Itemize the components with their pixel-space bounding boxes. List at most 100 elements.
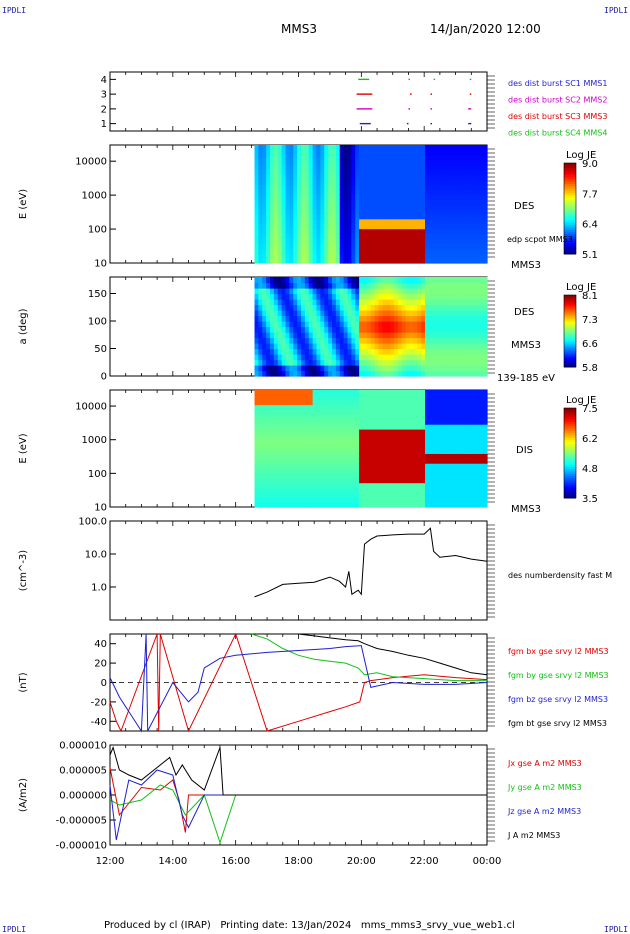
y-tick-label: 40 xyxy=(94,639,107,650)
spectrogram-cells-des-pitch-angle xyxy=(254,277,488,377)
colorbar-title: Log JE xyxy=(566,395,596,406)
colorbar-tick-label: 5.8 xyxy=(582,363,598,374)
y-tick-label: 10000 xyxy=(75,402,107,413)
series-label: fgm bz gse srvy l2 MMS3 xyxy=(508,695,608,704)
y-tick-label: 100 xyxy=(88,469,107,480)
panel-label-scpot: edp scpot MMS3 xyxy=(507,235,573,244)
colorbar-frame xyxy=(563,407,577,499)
y-tick-label: 10000 xyxy=(75,157,107,168)
series-label: Jx gse A m2 MMS3 xyxy=(507,759,582,768)
corner-mark-bottom-right: IPDLI xyxy=(604,925,629,934)
y-axis-label: E (eV) xyxy=(18,433,29,463)
series-label: des numberdensity fast M xyxy=(508,571,612,580)
spectrogram-cells-dis-energy-spectrogram xyxy=(254,390,488,508)
x-tick-label: 18:00 xyxy=(284,856,313,867)
y-tick-label: -40 xyxy=(91,717,107,728)
colorbar-dis-energy-spectrogram xyxy=(564,408,576,499)
panel-label-energy-range: 139-185 eV xyxy=(497,373,555,384)
corner-mark-bottom-left: IPDLI xyxy=(2,925,27,934)
burst-legend-entry: des dist burst SC2 MMS2 xyxy=(508,96,607,105)
series-label: Jz gse A m2 MMS3 xyxy=(507,807,581,816)
y-tick-label: 1000 xyxy=(82,435,107,446)
y-tick-label: 20 xyxy=(94,659,107,670)
colorbar-tick-label: 6.2 xyxy=(582,434,598,445)
y-tick-label: 10.0 xyxy=(85,550,107,561)
x-tick-label: 20:00 xyxy=(347,856,376,867)
y-tick-label: 1 xyxy=(101,119,107,130)
y-tick-label: 0 xyxy=(101,372,107,383)
series-line-fgm-bx-gse-srvy-l2-mms3 xyxy=(109,632,488,733)
colorbar-tick-label: 7.5 xyxy=(582,404,598,415)
y-axis-label: E (eV) xyxy=(18,189,29,219)
series-label: fgm bt gse srvy l2 MMS3 xyxy=(508,719,607,728)
colorbar-frame xyxy=(563,162,577,255)
x-tick-label: 16:00 xyxy=(221,856,250,867)
colorbar-tick-label: 7.7 xyxy=(582,189,598,200)
panel-label-mms3: MMS3 xyxy=(511,260,541,271)
burst-legend-entry: des dist burst SC1 MMS1 xyxy=(508,79,607,88)
footer-credit: Produced by cl (IRAP) Printing date: 13/… xyxy=(104,920,515,931)
colorbar-des-energy-spectrogram xyxy=(564,163,576,255)
colorbar-tick-label: 4.8 xyxy=(582,464,598,475)
colorbar-title: Log JE xyxy=(566,282,596,293)
colorbar-title: Log JE xyxy=(566,150,596,161)
spectrogram-cells-des-energy-spectrogram xyxy=(254,145,488,264)
y-tick-label: 10 xyxy=(94,503,107,514)
y-tick-label: -0.000010 xyxy=(56,841,107,852)
y-tick-label: 0.000010 xyxy=(59,741,107,752)
colorbar-tick-label: 6.4 xyxy=(582,220,598,231)
y-tick-label: 150 xyxy=(88,289,107,300)
colorbar-frame xyxy=(563,294,577,368)
x-tick-label: 00:00 xyxy=(473,856,502,867)
panel-label-mms3: MMS3 xyxy=(511,340,541,351)
series-label: fgm bx gse srvy l2 MMS3 xyxy=(508,647,609,656)
series-line-j-a-m2-mms3 xyxy=(109,745,487,796)
y-axis-label: (cm^-3) xyxy=(18,550,29,591)
series-line-fgm-bz-gse-srvy-l2-mms3 xyxy=(109,633,488,733)
y-tick-label: 100.0 xyxy=(78,517,107,528)
panel-frame-5 xyxy=(109,520,488,621)
y-tick-label: 2 xyxy=(101,104,107,115)
series-line-jy-gse-a-m2-mms3 xyxy=(109,784,487,845)
panel-frame-1 xyxy=(109,71,488,132)
y-tick-label: 0 xyxy=(101,678,107,689)
colorbar-tick-label: 8.1 xyxy=(582,291,598,302)
y-tick-label: 0.000000 xyxy=(59,791,107,802)
series-line-fgm-by-gse-srvy-l2-mms3 xyxy=(251,633,487,682)
y-tick-label: 50 xyxy=(94,344,107,355)
series-line-des-numberdensity-fast-m xyxy=(254,527,488,598)
series-line-jx-gse-a-m2-mms3 xyxy=(109,767,487,833)
y-tick-label: 3 xyxy=(101,90,107,101)
panel-label-dis: DIS xyxy=(516,445,533,456)
corner-mark-top-right: IPDLI xyxy=(604,6,629,15)
burst-legend-entry: des dist burst SC3 MMS3 xyxy=(508,112,607,121)
y-axis-label: (nT) xyxy=(18,672,29,692)
y-tick-label: 0.000005 xyxy=(59,766,107,777)
y-axis-label: a (deg) xyxy=(18,308,29,344)
spacecraft-title: MMS3 xyxy=(281,22,317,36)
series-label: fgm by gse srvy l2 MMS3 xyxy=(508,671,609,680)
colorbar-tick-label: 6.6 xyxy=(582,339,598,350)
panel-label-mms3: MMS3 xyxy=(511,504,541,515)
date-title: 14/Jan/2020 12:00 xyxy=(430,22,541,36)
x-tick-label: 14:00 xyxy=(158,856,187,867)
y-tick-label: -0.000005 xyxy=(56,816,107,827)
series-line-fgm-bt-gse-srvy-l2-mms3 xyxy=(298,633,488,676)
x-tick-label: 22:00 xyxy=(410,856,439,867)
panel-label-des: DES xyxy=(514,307,534,318)
y-tick-label: 1000 xyxy=(82,191,107,202)
x-tick-label: 12:00 xyxy=(96,856,125,867)
y-tick-label: 100 xyxy=(88,225,107,236)
colorbar-des-pitch-angle xyxy=(564,295,576,368)
colorbar-tick-label: 7.3 xyxy=(582,315,598,326)
y-tick-label: 100 xyxy=(88,317,107,328)
series-label: J A m2 MMS3 xyxy=(507,831,560,840)
corner-mark-top-left: IPDLI xyxy=(2,6,27,15)
y-tick-label: -20 xyxy=(91,697,107,708)
series-line-jz-gse-a-m2-mms3 xyxy=(109,769,487,841)
y-tick-label: 4 xyxy=(101,75,107,86)
series-label: Jy gse A m2 MMS3 xyxy=(507,783,582,792)
colorbar-tick-label: 9.0 xyxy=(582,159,598,170)
